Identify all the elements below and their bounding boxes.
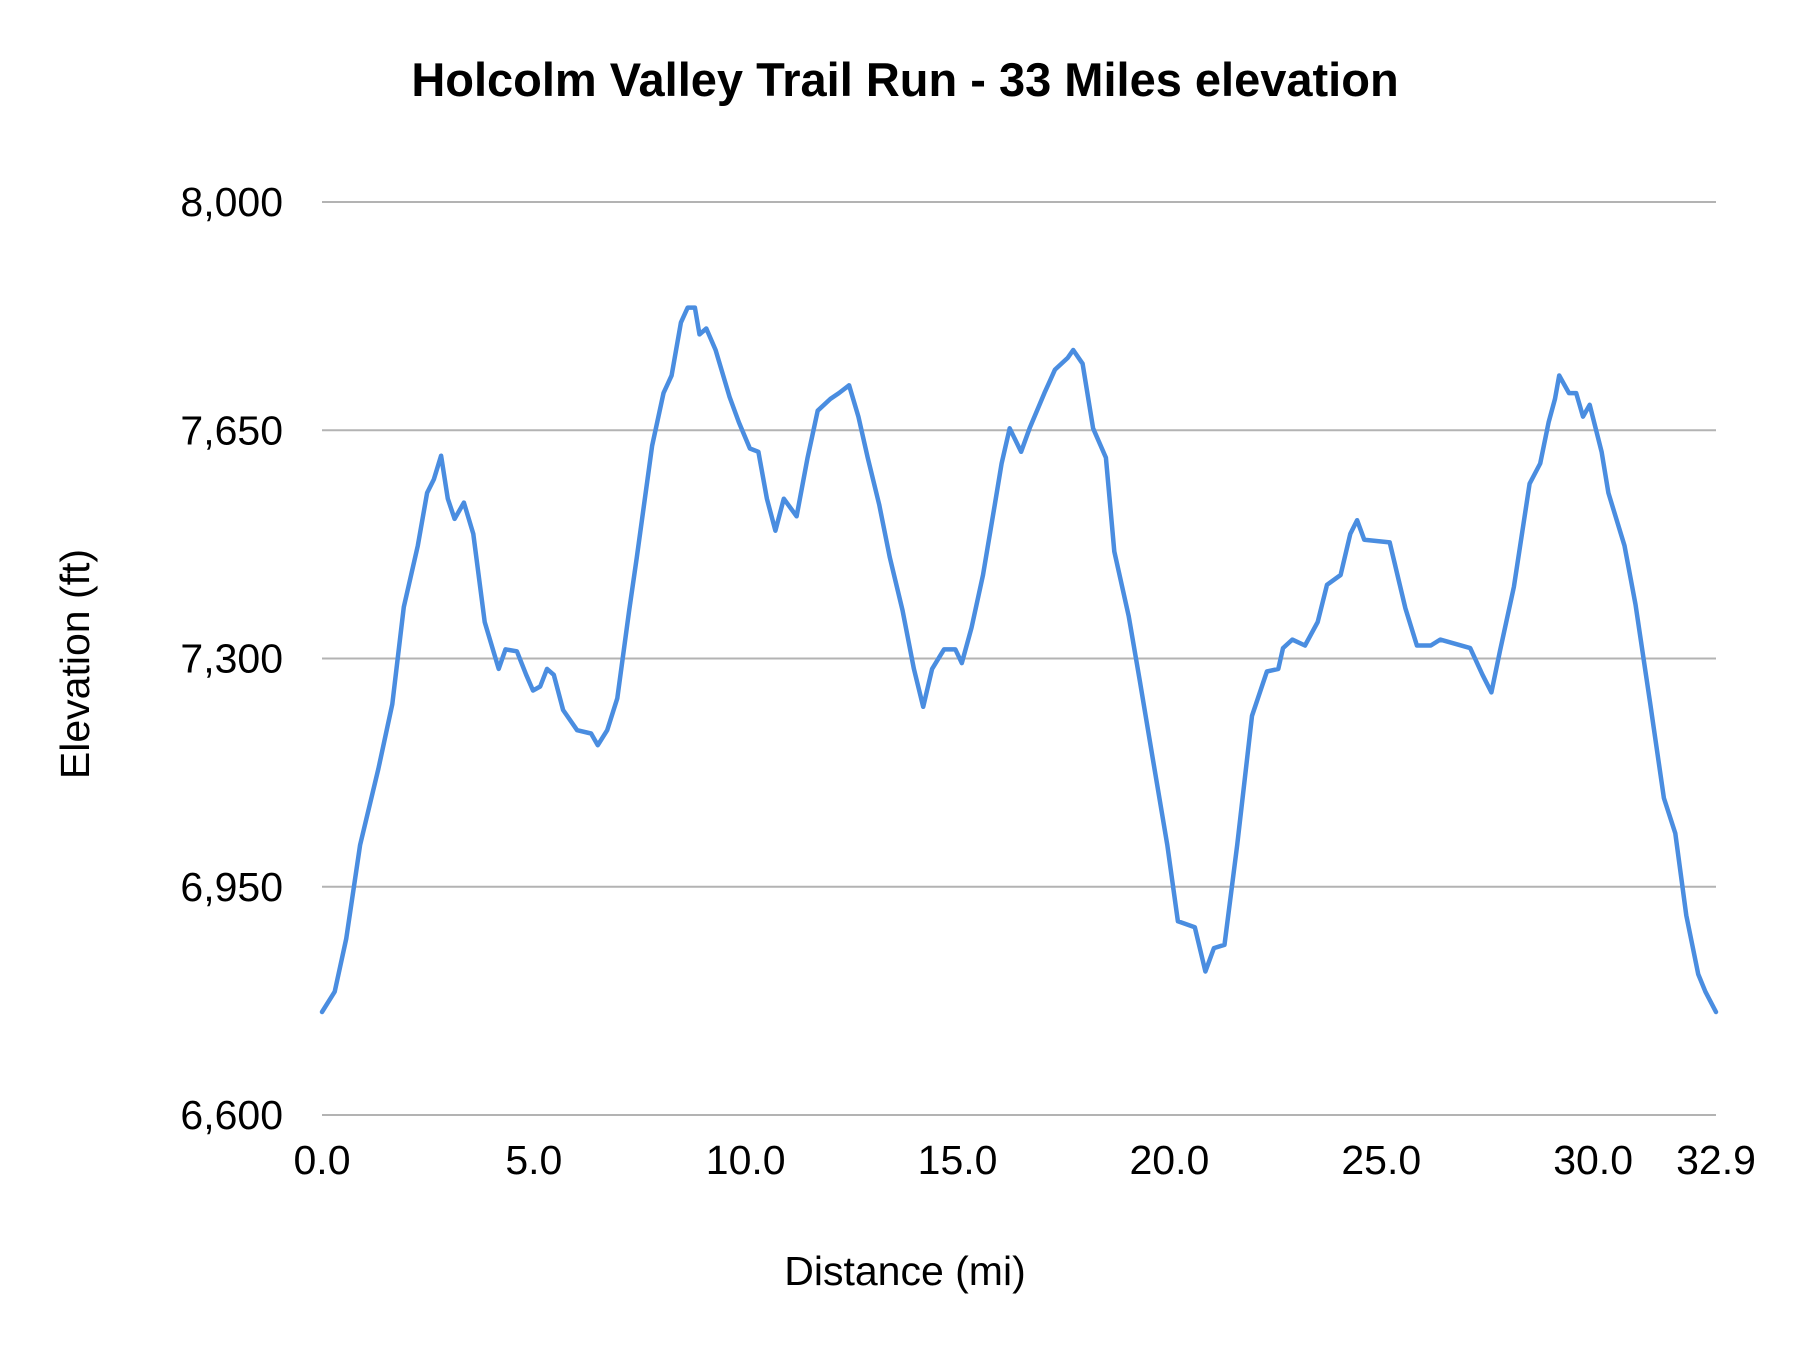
x-tick-label: 5.0 (505, 1137, 562, 1183)
y-tick-label: 8,000 (180, 179, 283, 225)
x-tick-label: 0.0 (294, 1137, 351, 1183)
y-tick-label: 6,600 (180, 1092, 283, 1138)
y-axis-ticks: 6,600 6,950 7,300 7,650 8,000 (180, 179, 283, 1138)
x-tick-label: 20.0 (1130, 1137, 1210, 1183)
y-tick-label: 7,650 (180, 407, 283, 453)
chart-title: Holcolm Valley Trail Run - 33 Miles elev… (411, 53, 1398, 106)
x-axis-label: Distance (mi) (784, 1248, 1025, 1294)
x-tick-label: 15.0 (918, 1137, 998, 1183)
x-tick-label: 32.9 (1676, 1137, 1756, 1183)
x-tick-label: 10.0 (706, 1137, 786, 1183)
x-axis-ticks: 0.0 5.0 10.0 15.0 20.0 25.0 30.0 32.9 (294, 1137, 1756, 1183)
x-tick-label: 25.0 (1341, 1137, 1421, 1183)
elevation-line (319, 305, 1719, 1015)
y-tick-label: 7,300 (180, 636, 283, 682)
gridlines (322, 201, 1716, 1116)
x-tick-label: 30.0 (1553, 1137, 1633, 1183)
y-tick-label: 6,950 (180, 864, 283, 910)
y-axis-label: Elevation (ft) (52, 549, 98, 779)
